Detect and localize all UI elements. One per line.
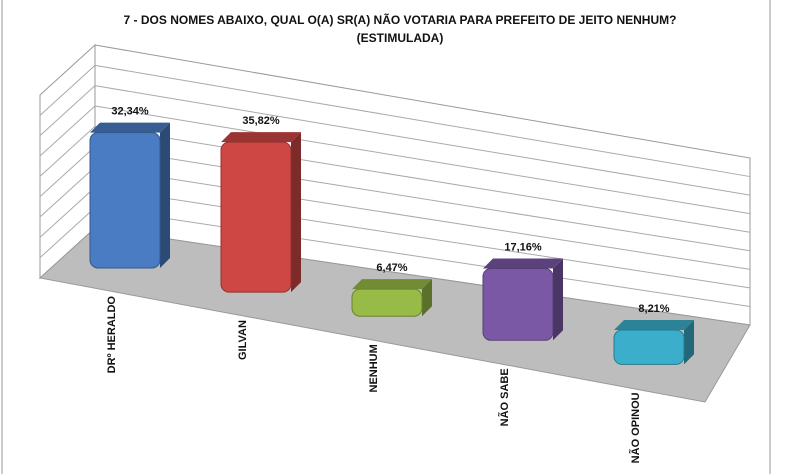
grid-line	[94, 85, 751, 196]
bar-side	[422, 279, 432, 317]
grid-line	[94, 105, 751, 215]
x-tick-label: NENHUM	[368, 344, 380, 392]
value-label: 8,21%	[638, 303, 669, 315]
bar	[351, 288, 423, 317]
bar	[613, 329, 685, 365]
x-tick-label: DRº HERALDO	[106, 296, 118, 374]
chart-subtitle: (ESTIMULADA)	[357, 31, 444, 45]
bars: 32,34% DRº HERALDO 35,82% GILVAN 6,47% NENHUM…	[89, 106, 694, 463]
x-tick-label: NÃO SABE	[498, 368, 511, 426]
frame	[1, 0, 771, 474]
grid-line	[94, 146, 751, 252]
bar-top	[483, 258, 563, 269]
grid-line	[94, 186, 751, 289]
grid-line	[94, 166, 751, 270]
value-label: 35,82%	[242, 115, 280, 127]
grid-line	[94, 207, 751, 307]
bar	[89, 132, 161, 269]
grid-line	[39, 166, 96, 218]
grid-line	[94, 125, 751, 233]
value-label: 6,47%	[376, 262, 407, 274]
wall-grid	[39, 64, 751, 307]
bar-side	[160, 122, 170, 268]
bar-top	[221, 132, 301, 143]
bar	[482, 267, 554, 341]
grid-line	[39, 64, 96, 116]
grid-line	[39, 146, 96, 198]
grid-line	[39, 125, 96, 177]
grid-line	[39, 186, 96, 238]
bar-side	[684, 320, 694, 365]
value-label: 32,34%	[111, 106, 149, 118]
bar-top	[614, 320, 694, 331]
x-tick-label: NÃO OPINOU	[629, 392, 642, 463]
grid-line	[39, 85, 96, 137]
grid-line	[39, 207, 96, 259]
bar-top	[90, 122, 170, 133]
bar-side	[553, 258, 563, 341]
bar	[220, 141, 292, 293]
chart-title: 7 - DOS NOMES ABAIXO, QUAL O(A) SR(A) NÃ…	[124, 12, 677, 27]
bar-side	[291, 132, 301, 293]
bar-top	[352, 279, 432, 290]
grid-line	[94, 64, 751, 178]
x-tick-label: GILVAN	[237, 320, 249, 360]
grid-line	[39, 105, 96, 157]
value-label: 17,16%	[504, 241, 542, 253]
